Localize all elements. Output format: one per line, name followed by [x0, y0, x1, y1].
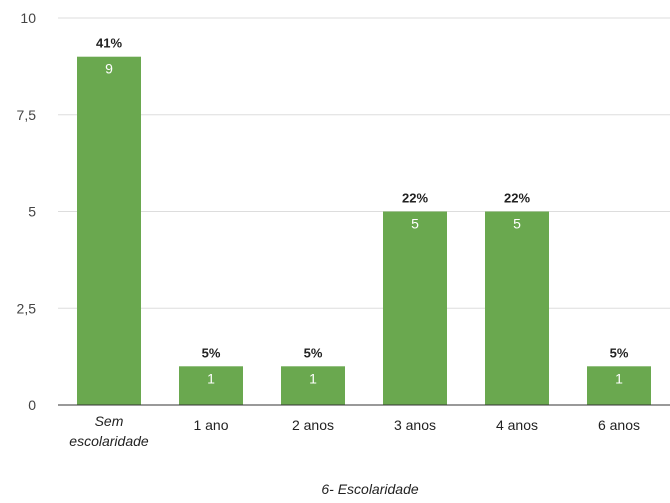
bar-percent-label: 5%: [202, 345, 221, 360]
bar-layer: [77, 56, 651, 405]
y-tick-label: 10: [20, 10, 36, 26]
x-tick-label: 4 anos: [496, 417, 538, 433]
bar: [179, 366, 243, 405]
bar-value-label: 5: [411, 216, 419, 232]
x-tick-label: escolaridade: [69, 433, 149, 449]
bar: [77, 56, 141, 405]
bar: [383, 211, 447, 405]
bar-percent-label: 5%: [304, 345, 323, 360]
bar-percent-label: 41%: [96, 36, 122, 51]
y-tick-label: 7,5: [17, 107, 37, 123]
x-tick-label: 3 anos: [394, 417, 436, 433]
bar-value-label: 5: [513, 216, 521, 232]
bar-percent-label: 22%: [504, 191, 530, 206]
bar-value-label: 1: [615, 370, 623, 386]
bar: [587, 366, 651, 405]
label-layer: 41% 9 5% 1 5% 1 22% 5 22% 5 5% 1: [96, 36, 629, 387]
bar-value-label: 1: [309, 370, 317, 386]
bar: [281, 366, 345, 405]
bar-value-label: 9: [105, 61, 113, 77]
y-tick-label: 5: [28, 204, 36, 220]
axis-layer: 0 2,5 5 7,5 10 Sem escolaridade 1 ano 2 anos 3 an…: [17, 10, 670, 449]
bar: [485, 211, 549, 405]
x-tick-label: Sem: [95, 413, 124, 429]
x-tick-label: 1 ano: [193, 417, 228, 433]
y-tick-label: 2,5: [17, 300, 37, 316]
bar-percent-label: 5%: [610, 345, 629, 360]
x-tick-label: 2 anos: [292, 417, 334, 433]
chart-title: 6- Escolaridade: [321, 481, 418, 497]
grid-layer: [58, 17, 670, 309]
bar-value-label: 1: [207, 370, 215, 386]
bar-percent-label: 22%: [402, 191, 428, 206]
x-tick-label: 6 anos: [598, 417, 640, 433]
y-tick-label: 0: [28, 397, 36, 413]
